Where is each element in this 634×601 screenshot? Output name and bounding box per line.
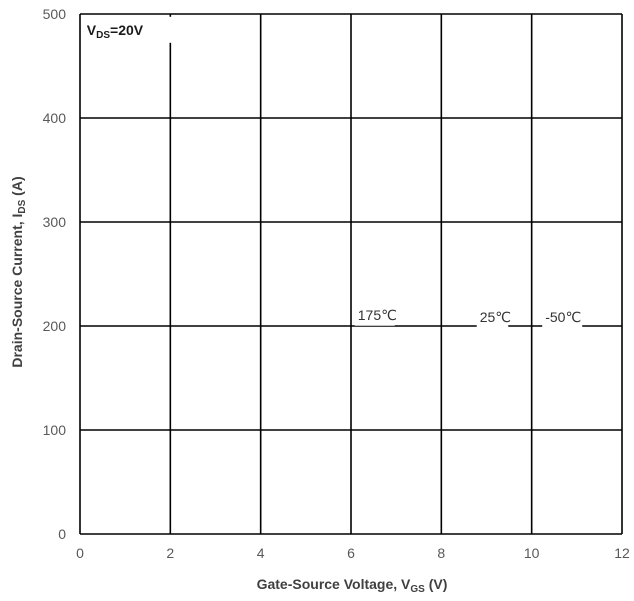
x-tick-label: 0 [76,545,84,561]
x-tick-label: 12 [614,545,630,561]
annotation-bg [82,16,173,43]
y-tick-label: 200 [43,318,67,334]
annotation-bg [542,305,583,328]
x-tick-labels: 0 2 4 6 8 10 12 [76,545,630,561]
x-tick-label: 8 [437,545,445,561]
annotation-tm50: -50℃ [545,309,581,325]
y-tick-label: 500 [43,6,67,22]
y-tick-label: 0 [58,526,66,542]
grid [79,13,623,535]
x-tick-label: 4 [257,545,265,561]
annotation-bg [354,303,395,326]
x-tick-label: 10 [524,545,540,561]
y-axis-title: Drain-Source Current, IDS (A) [9,176,28,367]
x-tick-label: 2 [166,545,174,561]
y-tick-label: 100 [43,422,67,438]
x-axis-title: Gate-Source Voltage, VGS (V) [257,576,448,595]
annotations: VDS=20V 175℃ 25℃ -50℃ [82,16,583,328]
annotation-t175: 175℃ [358,307,397,323]
y-tick-label: 300 [43,214,67,230]
x-tick-label: 6 [347,545,355,561]
annotation-t25: 25℃ [480,309,511,325]
annotation-bg [476,305,509,328]
y-tick-labels: 0 100 200 300 400 500 [43,6,67,542]
y-tick-label: 400 [43,110,67,126]
annotation-vds: VDS=20V [87,22,144,41]
